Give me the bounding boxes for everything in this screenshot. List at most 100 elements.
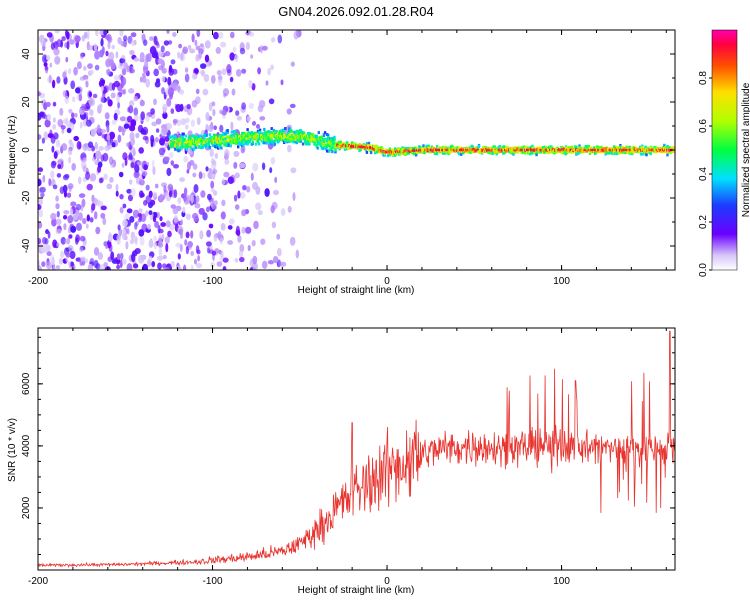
signal-cell <box>284 127 287 130</box>
noise-blob <box>210 121 214 130</box>
noise-blob <box>111 142 116 148</box>
noise-blob <box>246 186 251 193</box>
signal-cell <box>307 139 310 143</box>
noise-blob <box>50 212 57 221</box>
noise-blob <box>106 133 111 141</box>
signal-cell <box>365 142 369 146</box>
signal-cell <box>246 128 249 132</box>
noise-blob <box>50 170 55 179</box>
noise-blob <box>222 266 227 270</box>
noise-blob <box>45 68 49 74</box>
noise-blob <box>57 38 61 46</box>
signal-cell <box>323 131 327 135</box>
noise-blob <box>86 30 90 40</box>
noise-blob <box>159 137 165 146</box>
noise-blob <box>101 46 105 55</box>
noise-blob <box>62 184 68 193</box>
noise-blob <box>172 32 177 37</box>
signal-cell <box>462 151 465 155</box>
noise-blob <box>276 247 282 257</box>
noise-blob <box>259 116 266 121</box>
signal-cell <box>502 145 506 149</box>
noise-blob <box>139 174 143 182</box>
signal-cell <box>254 132 258 136</box>
snr-frame <box>37 327 676 571</box>
noise-blob <box>138 229 145 237</box>
noise-blob <box>162 254 167 260</box>
noise-blob <box>108 51 115 61</box>
noise-blob <box>248 79 253 89</box>
signal-cell <box>270 127 273 131</box>
signal-cell <box>250 133 253 137</box>
noise-blob <box>289 103 296 109</box>
signal-cell <box>579 146 582 150</box>
noise-blob <box>91 194 95 203</box>
noise-blob <box>89 217 94 223</box>
noise-blob <box>239 47 246 55</box>
noise-blob <box>158 147 165 156</box>
noise-blob <box>95 30 99 37</box>
signal-cell <box>588 150 592 154</box>
noise-blob <box>66 31 70 40</box>
signal-cell <box>225 144 228 147</box>
noise-blob <box>180 118 187 126</box>
signal-cell <box>198 145 201 149</box>
noise-blob <box>241 68 247 74</box>
signal-cell <box>313 142 316 146</box>
noise-blob <box>248 31 255 37</box>
noise-blob <box>117 134 122 143</box>
noise-blob <box>88 45 93 51</box>
noise-blob <box>51 79 56 89</box>
noise-blob <box>78 93 83 102</box>
signal-cell <box>435 145 439 149</box>
noise-blob <box>261 162 266 171</box>
signal-cell <box>377 146 380 150</box>
noise-blob <box>203 74 210 82</box>
signal-cell <box>315 144 318 148</box>
signal-cell <box>543 150 547 154</box>
signal-cell <box>516 150 519 154</box>
noise-blob <box>149 36 154 41</box>
noise-blob <box>98 103 103 110</box>
noise-blob <box>126 263 133 270</box>
noise-blob <box>224 149 230 158</box>
noise-blob <box>90 128 96 138</box>
noise-blob <box>95 226 101 235</box>
colorbar-tick-label: 0.8 <box>698 71 709 85</box>
noise-blob <box>125 241 129 250</box>
noise-blob <box>113 75 121 81</box>
noise-blob <box>148 190 153 198</box>
noise-blob <box>50 42 56 50</box>
noise-blob <box>65 56 69 63</box>
noise-blob <box>100 37 104 47</box>
noise-blob <box>41 236 47 245</box>
noise-blob <box>237 235 242 243</box>
noise-blob <box>175 265 182 270</box>
noise-blob <box>68 148 73 156</box>
noise-blob <box>80 53 84 59</box>
noise-blob <box>121 258 127 265</box>
signal-cell <box>254 142 258 146</box>
noise-blob <box>179 103 184 112</box>
noise-blob <box>71 163 76 171</box>
noise-blob <box>100 154 105 162</box>
colorbar-tick-label: 0.0 <box>698 263 709 277</box>
signal-cell <box>541 146 545 150</box>
noise-blob <box>187 45 192 50</box>
signal-cell <box>673 150 675 154</box>
noise-blob <box>150 266 155 270</box>
noise-blob <box>56 173 62 178</box>
noise-blob <box>52 239 58 248</box>
noise-blob <box>104 112 110 120</box>
noise-blob <box>191 33 195 43</box>
signal-cell <box>299 129 303 133</box>
noise-blob <box>206 229 212 238</box>
noise-blob <box>106 96 110 102</box>
signal-cell <box>322 133 326 137</box>
signal-cell <box>297 135 301 138</box>
signal-cell <box>309 132 312 136</box>
noise-blob <box>44 119 51 128</box>
signal-cell <box>364 148 368 152</box>
noise-blob <box>223 93 227 98</box>
